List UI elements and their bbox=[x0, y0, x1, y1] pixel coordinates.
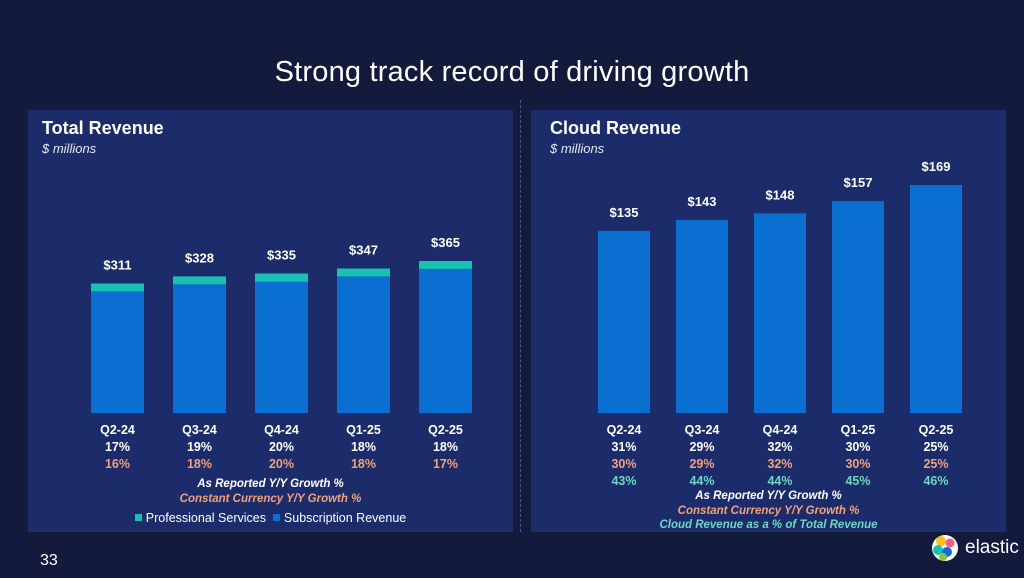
elastic-logo-icon bbox=[932, 535, 958, 561]
cc-growth-label: 16% bbox=[105, 457, 130, 471]
elastic-logo: elastic bbox=[930, 533, 1019, 563]
legend-sub-label: Subscription Revenue bbox=[283, 511, 407, 525]
subscription-bar bbox=[337, 276, 390, 413]
cloud-legend-cc: Constant Currency Y/Y Growth % bbox=[677, 505, 860, 517]
total-revenue-chart: $311 Q2-24 17% 16% $328 Q3-24 19% 18% $335 Q4-24 2… bbox=[91, 235, 472, 471]
total-revenue-subtitle: $ millions bbox=[42, 141, 97, 156]
category-label: Q2-24 bbox=[100, 423, 135, 437]
cloud-value-label: $148 bbox=[766, 187, 795, 202]
cloud-revenue-bar bbox=[598, 230, 650, 413]
cloud-legend-reported: As Reported Y/Y Growth % bbox=[695, 490, 842, 502]
reported-growth-label: 20% bbox=[269, 440, 294, 454]
category-label: Q4-24 bbox=[264, 423, 299, 437]
cloud-value-label: $143 bbox=[688, 194, 717, 209]
total-value-label: $328 bbox=[185, 250, 214, 265]
cc-growth-label: 17% bbox=[433, 457, 458, 471]
category-label: Q2-24 bbox=[607, 423, 642, 437]
total-value-label: $347 bbox=[349, 242, 378, 257]
elastic-logo-text: elastic bbox=[965, 537, 1019, 558]
subscription-bar bbox=[91, 291, 144, 413]
cloud-revenue-bar bbox=[676, 220, 728, 413]
cloud-value-label: $169 bbox=[922, 159, 951, 174]
cloud-legend-share: Cloud Revenue as a % of Total Revenue bbox=[659, 519, 878, 531]
cc-growth-label: 18% bbox=[351, 457, 376, 471]
cloud-value-label: $135 bbox=[610, 205, 639, 220]
legend-ps-label: Professional Services bbox=[145, 511, 266, 525]
total-value-label: $335 bbox=[267, 247, 296, 262]
professional-services-bar bbox=[255, 273, 308, 282]
total-legend-reported: As Reported Y/Y Growth % bbox=[197, 478, 344, 490]
reported-growth-label: 29% bbox=[689, 440, 714, 454]
cloud-revenue-subtitle: $ millions bbox=[550, 141, 605, 156]
cloud-revenue-bar bbox=[910, 185, 962, 413]
reported-growth-label: 19% bbox=[187, 440, 212, 454]
cloud-share-label: 45% bbox=[845, 474, 870, 488]
ps-swatch bbox=[134, 514, 142, 521]
cloud-share-label: 44% bbox=[689, 474, 714, 488]
sub-swatch bbox=[272, 514, 280, 521]
cloud-revenue-title: Cloud Revenue bbox=[550, 118, 682, 138]
total-revenue-title: Total Revenue bbox=[42, 118, 164, 138]
cloud-share-label: 46% bbox=[923, 474, 948, 488]
cc-growth-label: 32% bbox=[767, 457, 792, 471]
category-label: Q2-25 bbox=[919, 423, 954, 437]
reported-growth-label: 30% bbox=[845, 440, 870, 454]
professional-services-bar bbox=[419, 261, 472, 269]
cc-growth-label: 20% bbox=[269, 457, 294, 471]
cc-growth-label: 29% bbox=[689, 457, 714, 471]
cloud-share-label: 43% bbox=[611, 474, 636, 488]
cc-growth-label: 18% bbox=[187, 457, 212, 471]
total-revenue-panel: Total Revenue $ millions $311 Q2-24 17% 16%… bbox=[28, 110, 513, 532]
cloud-revenue-bar bbox=[754, 213, 806, 413]
cloud-value-label: $157 bbox=[844, 175, 873, 190]
category-label: Q4-24 bbox=[763, 423, 798, 437]
reported-growth-label: 18% bbox=[433, 440, 458, 454]
subscription-bar bbox=[419, 268, 472, 413]
slide-title: Strong track record of driving growth bbox=[274, 56, 750, 88]
cloud-revenue-bar bbox=[832, 201, 884, 413]
panel-divider bbox=[520, 100, 521, 532]
professional-services-bar bbox=[173, 276, 226, 285]
reported-growth-label: 18% bbox=[351, 440, 376, 454]
cc-growth-label: 25% bbox=[923, 457, 948, 471]
cloud-revenue-chart: $135 Q2-24 31% 30% 43% $143 Q3-24 29% 29% 44% $148… bbox=[598, 159, 962, 488]
cloud-share-label: 44% bbox=[767, 474, 792, 488]
reported-growth-label: 32% bbox=[767, 440, 792, 454]
category-label: Q1-25 bbox=[346, 423, 381, 437]
cloud-revenue-panel: Cloud Revenue $ millions $135 Q2-24 31% 30%… bbox=[531, 110, 1006, 532]
professional-services-bar bbox=[337, 268, 390, 277]
reported-growth-label: 31% bbox=[611, 440, 636, 454]
reported-growth-label: 25% bbox=[923, 440, 948, 454]
category-label: Q2-25 bbox=[428, 423, 463, 437]
subscription-bar bbox=[255, 281, 308, 413]
cc-growth-label: 30% bbox=[611, 457, 636, 471]
category-label: Q3-24 bbox=[182, 423, 217, 437]
total-legend-cc: Constant Currency Y/Y Growth % bbox=[179, 493, 362, 505]
subscription-bar bbox=[173, 284, 226, 413]
category-label: Q1-25 bbox=[841, 423, 876, 437]
page-number: 33 bbox=[40, 552, 58, 569]
professional-services-bar bbox=[91, 283, 144, 292]
reported-growth-label: 17% bbox=[105, 440, 130, 454]
cc-growth-label: 30% bbox=[845, 457, 870, 471]
total-series-legend: Professional Services Subscription Reven… bbox=[28, 511, 513, 525]
category-label: Q3-24 bbox=[685, 423, 720, 437]
total-value-label: $311 bbox=[103, 257, 131, 272]
total-value-label: $365 bbox=[431, 235, 460, 250]
